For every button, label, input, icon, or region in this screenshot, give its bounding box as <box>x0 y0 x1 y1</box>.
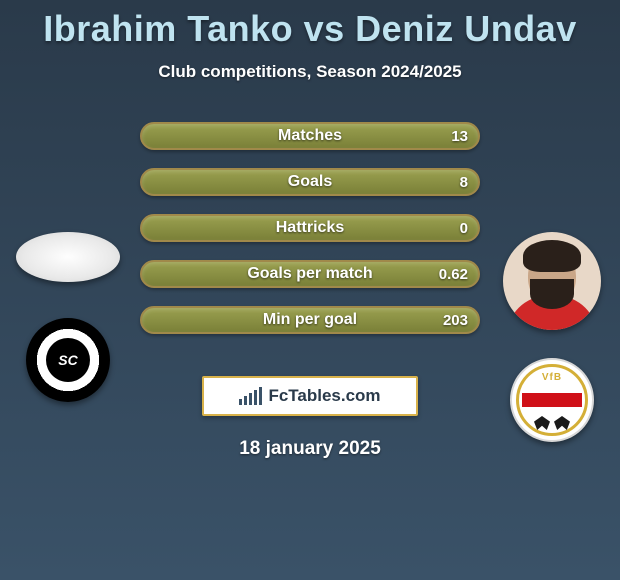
stat-right-value: 203 <box>443 308 468 332</box>
right-player-column: VfB <box>492 232 612 442</box>
stat-right-value: 8 <box>460 170 468 194</box>
brand-bars-icon <box>239 387 262 405</box>
stat-bars: Matches 13 Goals 8 Hattricks 0 Goals per… <box>140 122 480 352</box>
left-player-column: SC <box>8 232 128 402</box>
player-right-photo <box>503 232 601 330</box>
stats-area: SC VfB Matches 13 Goals 8 <box>0 122 620 362</box>
stat-right-value: 13 <box>451 124 468 148</box>
stat-row-hattricks: Hattricks 0 <box>140 214 480 242</box>
brand-badge: FcTables.com <box>202 376 418 416</box>
stat-label: Goals <box>142 170 478 194</box>
club-crest-vfb: VfB <box>510 358 594 442</box>
stat-row-goals: Goals 8 <box>140 168 480 196</box>
brand-text: FcTables.com <box>268 386 380 406</box>
stat-right-value: 0.62 <box>439 262 468 286</box>
stat-label: Hattricks <box>142 216 478 240</box>
stat-right-value: 0 <box>460 216 468 240</box>
stat-row-matches: Matches 13 <box>140 122 480 150</box>
freiburg-crest-inner: SC <box>46 338 90 382</box>
stat-label: Matches <box>142 124 478 148</box>
player-left-photo-placeholder <box>16 232 120 282</box>
club-crest-freiburg: SC <box>26 318 110 402</box>
subtitle: Club competitions, Season 2024/2025 <box>0 62 620 82</box>
page-title: Ibrahim Tanko vs Deniz Undav <box>0 0 620 50</box>
stat-label: Goals per match <box>142 262 478 286</box>
stat-row-goals-per-match: Goals per match 0.62 <box>140 260 480 288</box>
stat-label: Min per goal <box>142 308 478 332</box>
stat-row-min-per-goal: Min per goal 203 <box>140 306 480 334</box>
